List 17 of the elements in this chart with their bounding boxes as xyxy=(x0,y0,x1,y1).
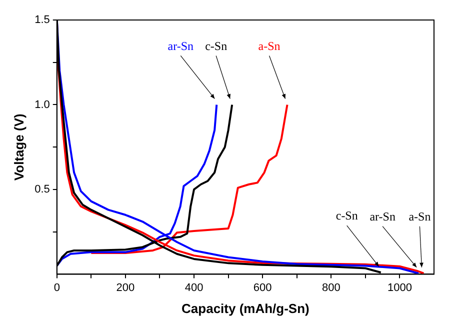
x-tick-label: 0 xyxy=(54,282,60,294)
annotation: ar-Sn xyxy=(370,210,396,224)
x-tick-label: 600 xyxy=(253,282,272,294)
y-tick-label: 1.0 xyxy=(34,98,50,111)
x-axis-title: Capacity (mAh/g-Sn) xyxy=(182,300,310,316)
text: c-Sn xyxy=(205,38,228,53)
annotation: c-Sn xyxy=(336,208,358,223)
y-tick-label: 0.5 xyxy=(34,184,50,196)
x-tick-label: 400 xyxy=(184,282,204,294)
y-tick-label: 1.5 xyxy=(34,14,50,26)
text: a-Sn xyxy=(258,38,280,53)
annotation: a-Sn xyxy=(408,210,431,224)
x-tick-label: 800 xyxy=(322,282,340,294)
x-tick-label: 200 xyxy=(116,282,135,294)
x-tick-label: 1000 xyxy=(387,282,412,294)
text: ar-Sn xyxy=(168,38,194,53)
y-axis-title: Voltage (V) xyxy=(11,114,26,181)
